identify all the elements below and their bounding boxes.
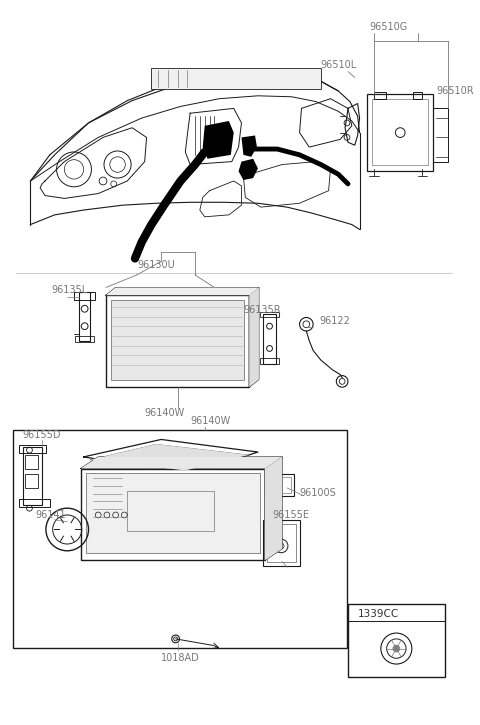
Bar: [79, 292, 90, 341]
Polygon shape: [241, 136, 257, 157]
Text: 96510L: 96510L: [321, 60, 357, 70]
Text: 96155E: 96155E: [273, 510, 310, 520]
Bar: [151, 67, 321, 89]
Bar: [74, 292, 96, 300]
Text: 96130U: 96130U: [137, 260, 175, 270]
Bar: [367, 94, 433, 171]
Text: 1018AD: 1018AD: [161, 653, 200, 663]
Text: 96510R: 96510R: [436, 86, 474, 96]
Bar: [127, 491, 215, 531]
Polygon shape: [106, 288, 259, 295]
Polygon shape: [81, 457, 282, 468]
Circle shape: [393, 645, 400, 652]
Bar: [413, 92, 422, 99]
Bar: [374, 92, 386, 99]
Bar: [268, 477, 291, 493]
Bar: [263, 314, 276, 364]
Bar: [372, 99, 428, 165]
Bar: [260, 358, 279, 364]
Text: 96141: 96141: [35, 510, 66, 520]
Bar: [348, 604, 445, 676]
Bar: [111, 300, 244, 381]
Bar: [106, 295, 249, 387]
Bar: [263, 520, 300, 566]
Text: 96140W: 96140W: [144, 408, 185, 418]
Text: 96135R: 96135R: [243, 304, 281, 315]
Text: 96122: 96122: [319, 316, 350, 326]
Bar: [260, 312, 279, 318]
Polygon shape: [249, 288, 259, 387]
Bar: [23, 447, 42, 505]
Bar: [433, 108, 448, 162]
Bar: [19, 500, 50, 508]
Polygon shape: [90, 444, 248, 471]
Bar: [81, 468, 264, 560]
Bar: [19, 445, 46, 453]
Text: 96510G: 96510G: [369, 22, 408, 32]
Text: 1339CC: 1339CC: [358, 609, 399, 618]
Bar: [264, 474, 294, 496]
Bar: [13, 430, 347, 647]
Bar: [24, 455, 38, 468]
Polygon shape: [264, 457, 282, 560]
Text: 96100S: 96100S: [300, 488, 336, 497]
Text: 96155D: 96155D: [23, 430, 61, 439]
Text: 96140W: 96140W: [190, 416, 230, 426]
Polygon shape: [239, 159, 258, 180]
Bar: [24, 474, 38, 488]
Bar: [85, 473, 260, 552]
Text: 96135L: 96135L: [52, 286, 88, 295]
Bar: [266, 523, 296, 563]
Bar: [75, 336, 95, 341]
Polygon shape: [203, 121, 234, 159]
